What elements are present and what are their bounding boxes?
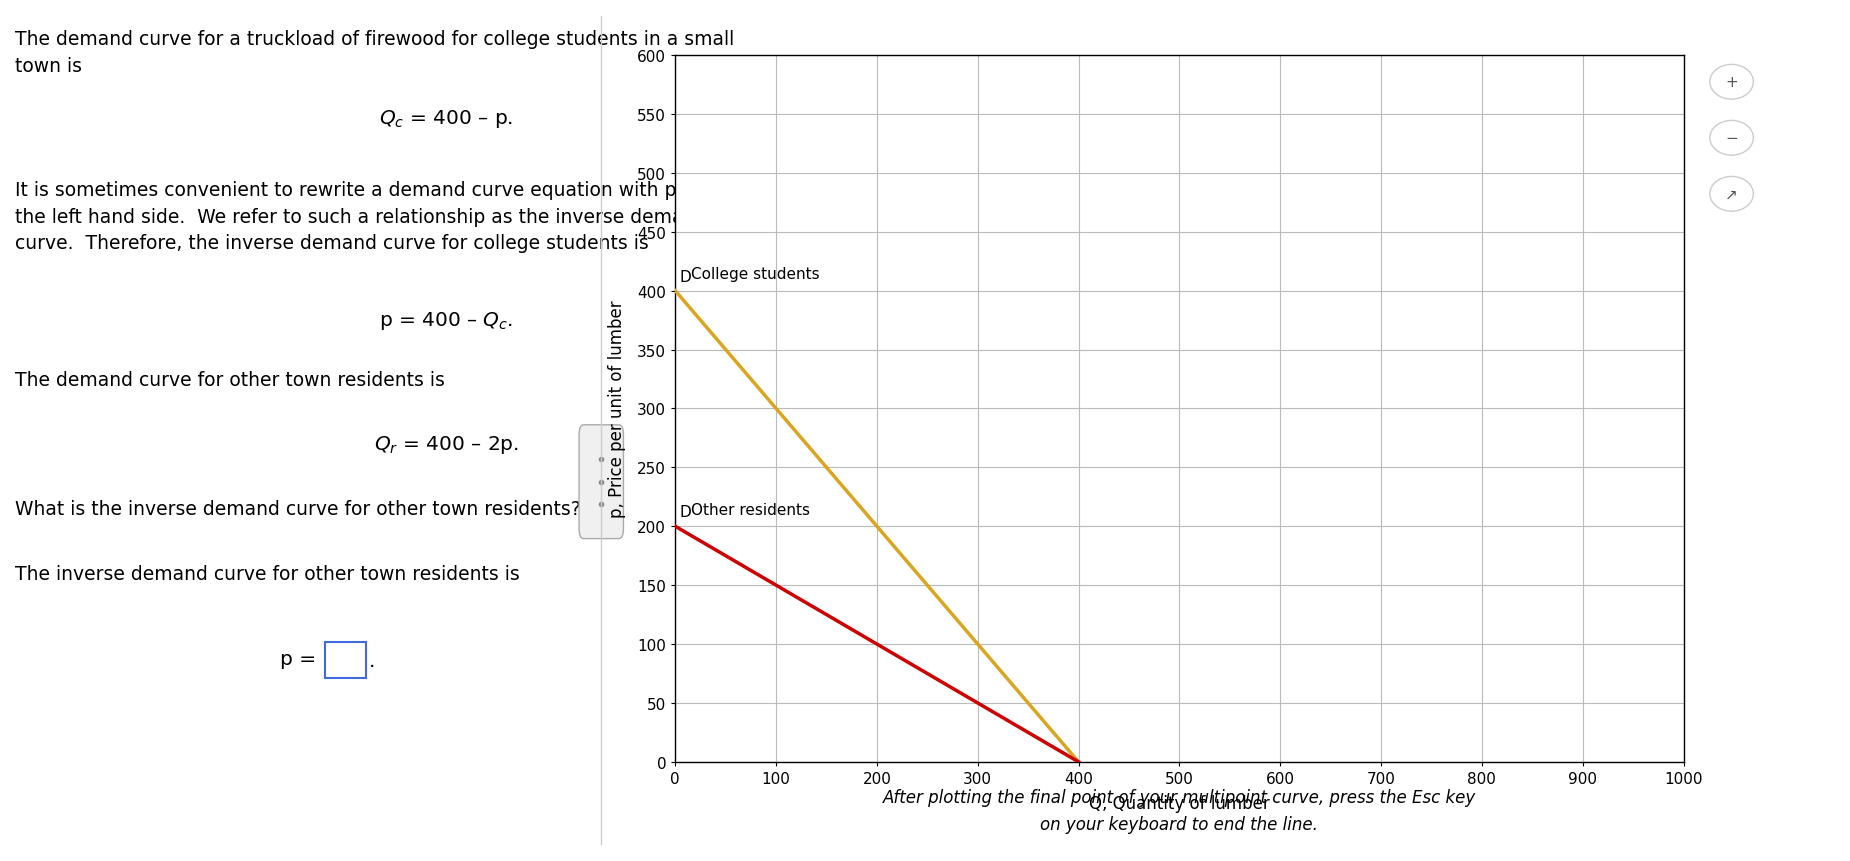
Text: p = 400 – $Q_c$.: p = 400 – $Q_c$. (379, 310, 512, 332)
Text: Other residents: Other residents (692, 502, 810, 517)
Text: After plotting the final point of your multipoint curve, press the Esc key: After plotting the final point of your m… (882, 788, 1476, 806)
Text: $Q_r$ = 400 – 2p.: $Q_r$ = 400 – 2p. (374, 433, 518, 455)
Text: The demand curve for a truckload of firewood for college students in a small
tow: The demand curve for a truckload of fire… (15, 30, 734, 76)
Text: −: − (1726, 131, 1737, 146)
Text: ↗: ↗ (1726, 187, 1737, 202)
Bar (326, 642, 366, 678)
Text: +: + (1726, 75, 1737, 90)
FancyBboxPatch shape (579, 425, 623, 539)
Text: $Q_c$ = 400 – p.: $Q_c$ = 400 – p. (379, 108, 512, 130)
Text: It is sometimes convenient to rewrite a demand curve equation with price on
the : It is sometimes convenient to rewrite a … (15, 181, 740, 253)
Circle shape (1709, 121, 1754, 156)
Y-axis label: p, Price per unit of lumber: p, Price per unit of lumber (609, 300, 625, 517)
Text: D: D (679, 269, 692, 284)
Text: The inverse demand curve for other town residents is: The inverse demand curve for other town … (15, 564, 520, 583)
Text: D: D (679, 505, 692, 520)
Text: p =: p = (279, 649, 322, 668)
Text: College students: College students (692, 267, 820, 282)
Text: The demand curve for other town residents is: The demand curve for other town resident… (15, 370, 446, 389)
Circle shape (1709, 177, 1754, 212)
Text: What is the inverse demand curve for other town residents?: What is the inverse demand curve for oth… (15, 499, 581, 518)
X-axis label: Q, Quantity of lumber: Q, Quantity of lumber (1090, 795, 1269, 812)
Text: .: . (368, 651, 376, 670)
Text: on your keyboard to end the line.: on your keyboard to end the line. (1040, 815, 1319, 833)
Circle shape (1709, 65, 1754, 100)
